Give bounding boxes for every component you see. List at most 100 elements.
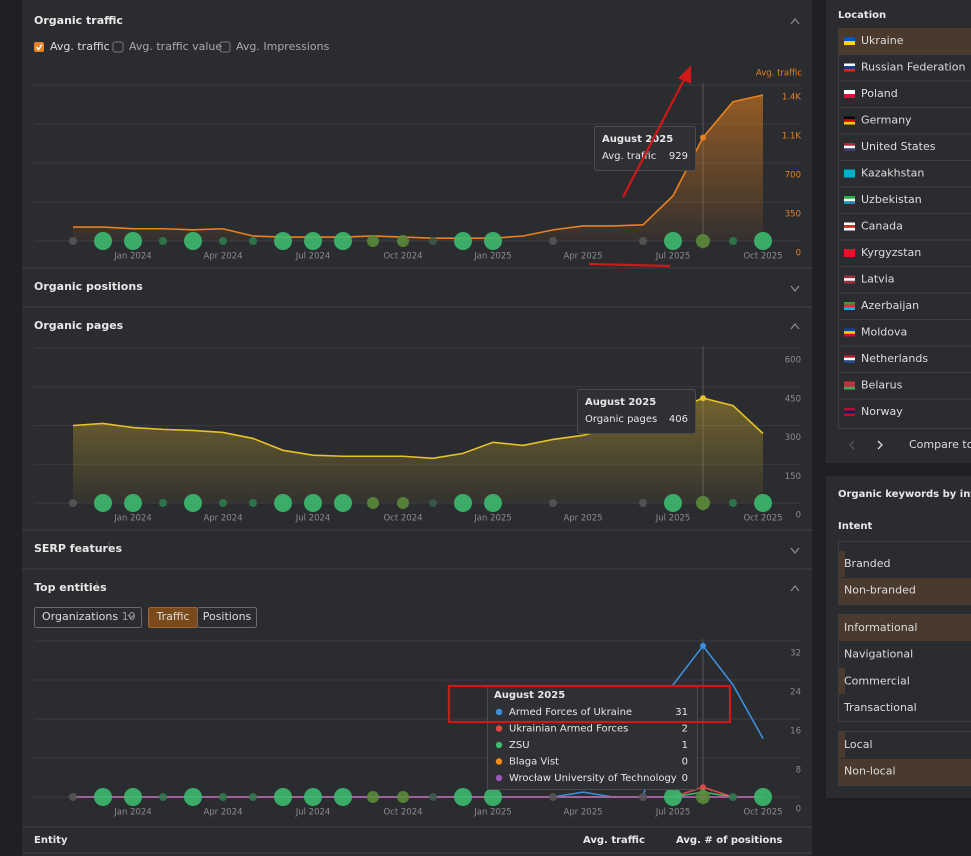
- table-header[interactable]: Entity: [34, 835, 68, 846]
- annotation-bubble[interactable]: [274, 788, 292, 806]
- annotation-bubble[interactable]: [639, 793, 647, 801]
- checkbox-label[interactable]: Avg. traffic: [50, 40, 110, 53]
- annotation-bubble[interactable]: [304, 788, 322, 806]
- annotation-bubble[interactable]: [184, 788, 202, 806]
- annotation-bubble[interactable]: [429, 499, 437, 507]
- intent-item[interactable]: Transactional: [843, 701, 917, 714]
- annotation-bubble[interactable]: [696, 496, 710, 510]
- annotation-bubble[interactable]: [754, 494, 772, 512]
- annotation-bubble[interactable]: [124, 232, 142, 250]
- annotation-bubble[interactable]: [94, 788, 112, 806]
- checkbox-checked[interactable]: [34, 42, 44, 52]
- checkbox-label[interactable]: Avg. Impressions: [236, 40, 330, 53]
- annotation-bubble[interactable]: [454, 232, 472, 250]
- annotation-bubble[interactable]: [429, 793, 437, 801]
- annotation-bubble[interactable]: [69, 499, 77, 507]
- next-page[interactable]: [877, 440, 883, 450]
- intent-item[interactable]: Informational: [844, 621, 917, 634]
- annotation-bubble[interactable]: [334, 232, 352, 250]
- annotation-bubble[interactable]: [696, 234, 710, 248]
- annotation-bubble[interactable]: [367, 235, 379, 247]
- checkbox-label[interactable]: Avg. traffic value: [129, 40, 222, 53]
- location-item[interactable]: Russian Federation: [861, 61, 965, 74]
- annotation-bubble[interactable]: [304, 494, 322, 512]
- annotation-bubble[interactable]: [664, 232, 682, 250]
- annotation-bubble[interactable]: [159, 793, 167, 801]
- annotation-bubble[interactable]: [484, 494, 502, 512]
- annotation-bubble[interactable]: [249, 499, 257, 507]
- collapse-icon[interactable]: [790, 584, 800, 592]
- expand-icon[interactable]: [790, 285, 800, 293]
- annotation-bubble[interactable]: [429, 237, 437, 245]
- annotation-bubble[interactable]: [397, 791, 409, 803]
- annotation-bubble[interactable]: [639, 499, 647, 507]
- annotation-bubble[interactable]: [397, 497, 409, 509]
- location-item[interactable]: United States: [861, 140, 936, 153]
- annotation-bubble[interactable]: [696, 790, 710, 804]
- location-item[interactable]: Moldova: [861, 326, 907, 339]
- annotation-bubble[interactable]: [397, 235, 409, 247]
- info-icon[interactable]: i: [108, 541, 110, 549]
- annotation-bubble[interactable]: [249, 793, 257, 801]
- annotation-bubble[interactable]: [334, 494, 352, 512]
- location-item[interactable]: Latvia: [861, 273, 895, 286]
- annotation-bubble[interactable]: [454, 788, 472, 806]
- annotation-bubble[interactable]: [484, 788, 502, 806]
- checkbox[interactable]: [219, 41, 231, 53]
- dropdown-label[interactable]: Organizations 10: [42, 610, 136, 623]
- annotation-bubble[interactable]: [184, 232, 202, 250]
- location-item[interactable]: Canada: [861, 220, 903, 233]
- intent-item[interactable]: Navigational: [844, 648, 913, 661]
- annotation-bubble[interactable]: [219, 499, 227, 507]
- intent-item[interactable]: Non-branded: [844, 584, 916, 597]
- annotation-bubble[interactable]: [484, 232, 502, 250]
- annotation-bubble[interactable]: [729, 793, 737, 801]
- annotation-bubble[interactable]: [754, 232, 772, 250]
- collapse-icon[interactable]: [790, 322, 800, 330]
- checkbox[interactable]: [112, 41, 124, 53]
- annotation-bubble[interactable]: [549, 237, 557, 245]
- location-item[interactable]: Uzbekistan: [861, 193, 922, 206]
- toggle[interactable]: [197, 607, 257, 628]
- location-item[interactable]: Germany: [861, 114, 912, 127]
- annotation-bubble[interactable]: [249, 237, 257, 245]
- annotation-bubble[interactable]: [639, 237, 647, 245]
- annotation-bubble[interactable]: [549, 793, 557, 801]
- location-item[interactable]: Norway: [861, 405, 903, 418]
- annotation-bubble[interactable]: [304, 232, 322, 250]
- annotation-bubble[interactable]: [549, 499, 557, 507]
- location-item[interactable]: Ukraine: [861, 34, 904, 47]
- section-title[interactable]: Organic positions: [34, 280, 143, 293]
- table-header[interactable]: Avg. # of positions: [676, 835, 783, 846]
- annotation-bubble[interactable]: [219, 237, 227, 245]
- annotation-bubble[interactable]: [69, 237, 77, 245]
- annotation-bubble[interactable]: [367, 497, 379, 509]
- annotation-bubble[interactable]: [94, 232, 112, 250]
- annotation-bubble[interactable]: [729, 237, 737, 245]
- intent-item[interactable]: Non-local: [844, 765, 896, 778]
- annotation-bubble[interactable]: [729, 499, 737, 507]
- section-title[interactable]: Top entities: [34, 581, 107, 594]
- intent-item[interactable]: Branded: [844, 557, 891, 570]
- annotation-bubble[interactable]: [94, 494, 112, 512]
- annotation-bubble[interactable]: [184, 494, 202, 512]
- collapse-icon[interactable]: [790, 17, 800, 25]
- intent-item[interactable]: Commercial: [844, 674, 910, 687]
- expand-icon[interactable]: [790, 547, 800, 555]
- prev-page[interactable]: [849, 440, 855, 450]
- info-icon[interactable]: i: [96, 580, 98, 588]
- annotation-bubble[interactable]: [274, 232, 292, 250]
- annotation-bubble[interactable]: [334, 788, 352, 806]
- toggle-label[interactable]: Positions: [203, 610, 252, 623]
- toggle-label[interactable]: Traffic: [155, 610, 189, 623]
- location-item[interactable]: Kyrgyzstan: [861, 246, 921, 259]
- annotation-bubble[interactable]: [159, 499, 167, 507]
- section-title[interactable]: Organic pages: [34, 319, 124, 332]
- annotation-bubble[interactable]: [754, 788, 772, 806]
- annotation-bubble[interactable]: [664, 494, 682, 512]
- annotation-bubble[interactable]: [124, 494, 142, 512]
- annotation-bubble[interactable]: [159, 237, 167, 245]
- annotation-bubble[interactable]: [219, 793, 227, 801]
- annotation-bubble[interactable]: [69, 793, 77, 801]
- annotation-bubble[interactable]: [124, 788, 142, 806]
